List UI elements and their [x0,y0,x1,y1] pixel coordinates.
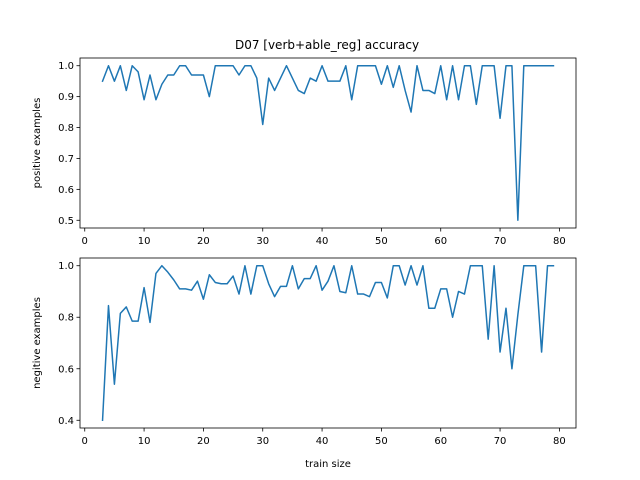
bottom-x-tick-label: 10 [138,436,151,447]
bottom-x-tick-label: 30 [256,436,269,447]
bottom-x-tick-label: 20 [197,436,210,447]
top-y-tick-label: 0.6 [58,185,74,196]
top-y-tick-label: 0.7 [58,154,74,165]
top-x-tick-label: 40 [316,236,329,247]
top-y-tick-label: 1.0 [58,61,74,72]
bottom-y-tick-label: 0.8 [58,313,74,324]
bottom-x-tick-label: 50 [375,436,388,447]
top-x-tick-label: 0 [82,236,88,247]
top-x-tick-label: 10 [138,236,151,247]
x-axis-label: train size [305,459,351,470]
top-y-tick-label: 0.9 [58,92,74,103]
chart-title: D07 [verb+able_reg] accuracy [235,38,419,52]
top-y-tick-label: 0.5 [58,216,74,227]
bottom-series-line [101,264,555,422]
bottom-x-tick-label: 80 [553,436,566,447]
bottom-x-tick-label: 60 [434,436,447,447]
bottom-y-tick-label: 0.6 [58,364,74,375]
top-x-tick-label: 20 [197,236,210,247]
bottom-y-axis-label: negitive examples [32,297,43,389]
top-x-tick-label: 30 [256,236,269,247]
top-x-tick-label: 70 [494,236,507,247]
top-series-line [101,64,555,222]
top-plot-frame [79,57,577,229]
top-chart-panel: 0 10 20 30 40 50 60 70 80 0.5 0.6 0.7 0.8 0.9 1.0 posit… [32,57,577,247]
top-y-axis-label: positive examples [32,98,43,189]
bottom-x-tick-label: 0 [82,436,88,447]
bottom-y-tick-label: 0.4 [58,416,74,427]
bottom-x-tick-label: 40 [316,436,329,447]
bottom-chart-panel: 0 10 20 30 40 50 60 70 80 0.4 0.6 0.8 1.0 negitive ex… [32,257,577,447]
top-x-tick-label: 50 [375,236,388,247]
top-y-tick-label: 0.8 [58,123,74,134]
bottom-x-tick-label: 70 [494,436,507,447]
bottom-plot-frame [79,257,577,429]
top-x-tick-label: 80 [553,236,566,247]
top-x-tick-label: 60 [434,236,447,247]
bottom-y-tick-label: 1.0 [58,261,74,272]
